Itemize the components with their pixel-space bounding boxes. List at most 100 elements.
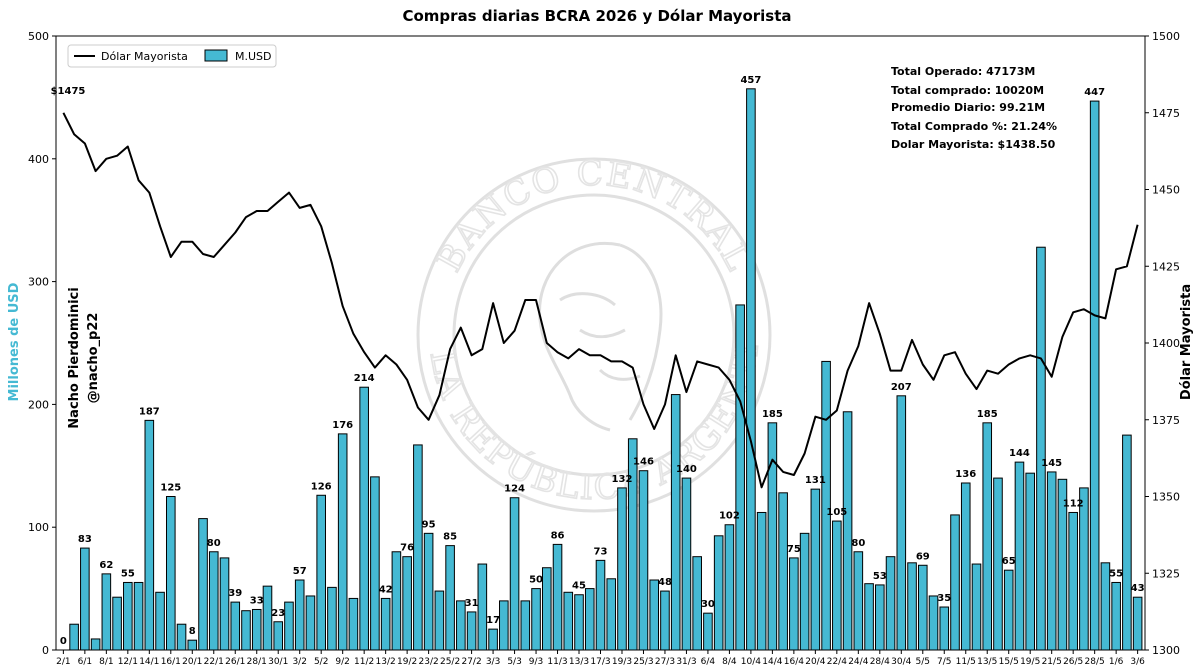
x-tick-label-48: 28/5: [1085, 657, 1105, 667]
x-tick-label-47: 26/5: [1063, 657, 1083, 667]
bar-label-34: 95: [422, 519, 436, 530]
x-tick-label-27: 25/3: [633, 657, 653, 667]
bar-77: [885, 556, 896, 651]
x-tick-label-30: 6/4: [701, 657, 716, 667]
stats-box: Total Operado: 47173M Total comprado: 10…: [891, 65, 1057, 151]
bar-label-94: 112: [1063, 498, 1084, 509]
bar-64: [746, 88, 756, 651]
author-name: Nacho Pierdominici: [67, 287, 82, 428]
bar-43: [520, 600, 531, 651]
bar-29: [370, 476, 380, 651]
bar-54: [638, 470, 649, 651]
bar-22: [294, 579, 305, 651]
bar-8: [144, 419, 155, 651]
bar-28: [359, 386, 369, 651]
author-handle: @nacho_p22: [86, 313, 101, 404]
bar-label-96: 447: [1084, 87, 1105, 98]
bar-13: [198, 518, 208, 651]
y-tick-label-left-3: 300: [28, 276, 49, 289]
bar-65: [756, 511, 767, 651]
stat-total-operado: Total Operado: 47173M: [891, 65, 1035, 78]
bar-label-38: 31: [465, 598, 479, 609]
x-tick-label-26: 19/3: [612, 657, 632, 667]
bar-66: [767, 422, 778, 651]
y-tick-label-right-8: 1500: [1152, 30, 1180, 43]
x-tick-label-5: 16/1: [161, 657, 181, 667]
bar-38: [466, 611, 477, 651]
bar-label-92: 145: [1041, 458, 1062, 469]
x-tick-label-0: 2/1: [56, 657, 70, 667]
x-tick-label-46: 21/5: [1042, 657, 1062, 667]
bar-40: [488, 628, 498, 651]
x-tick-label-43: 13/5: [977, 657, 997, 667]
bar-label-24: 126: [311, 481, 332, 492]
y-tick-label-right-4: 1400: [1152, 337, 1180, 350]
bar-89: [1014, 461, 1025, 651]
bar-7: [133, 581, 144, 651]
bar-label-42: 124: [504, 484, 525, 495]
legend-bar-swatch: [204, 49, 228, 62]
x-tick-label-33: 14/4: [762, 657, 782, 667]
x-tick-label-42: 11/5: [956, 657, 976, 667]
bar-93: [1057, 478, 1068, 651]
bar-72: [832, 520, 842, 651]
bar-63: [735, 304, 745, 651]
bar-label-48: 45: [572, 581, 586, 592]
bar-label-4: 62: [99, 560, 113, 571]
bar-label-60: 30: [701, 599, 715, 610]
bar-41: [499, 600, 509, 651]
x-tick-label-28: 27/3: [655, 657, 675, 667]
bar-49: [584, 588, 595, 651]
bar-61: [713, 535, 724, 651]
bar-87: [993, 477, 1003, 651]
chart-title: Compras diarias BCRA 2026 y Dólar Mayori…: [402, 7, 791, 25]
bar-46: [552, 543, 563, 651]
bar-57: [670, 394, 681, 651]
x-tick-label-40: 5/5: [916, 657, 930, 667]
x-tick-label-4: 14/1: [139, 657, 159, 667]
bar-50: [595, 559, 606, 651]
bar-label-76: 53: [873, 571, 887, 582]
bar-label-86: 185: [977, 409, 998, 420]
bar-71: [821, 360, 831, 651]
y-tick-label-right-3: 1375: [1152, 414, 1180, 427]
bar-label-100: 43: [1131, 583, 1145, 594]
watermark-inner-ring: [452, 193, 736, 477]
bar-70: [810, 488, 821, 651]
stat-total-comprado: Total comprado: 10020M: [891, 84, 1044, 97]
bar-34: [423, 532, 434, 651]
bar-3: [90, 638, 101, 651]
bar-label-36: 85: [443, 532, 457, 543]
bar-88: [1003, 569, 1014, 651]
y-tick-label-left-5: 500: [28, 30, 49, 43]
x-tick-label-44: 15/5: [999, 657, 1019, 667]
bar-78: [896, 395, 907, 651]
bar-23: [305, 595, 316, 651]
bar-32: [402, 556, 412, 651]
bar-25: [327, 586, 337, 651]
bar-74: [853, 551, 864, 651]
bar-68: [789, 557, 799, 651]
bar-4: [101, 573, 112, 651]
bar-label-80: 69: [916, 551, 930, 562]
x-tick-label-14: 11/2: [354, 657, 374, 667]
x-tick-label-15: 13/2: [376, 657, 396, 667]
bar-18: [251, 608, 262, 651]
x-tick-label-13: 9/2: [335, 657, 349, 667]
bar-58: [681, 477, 692, 651]
x-tick-label-12: 5/2: [314, 657, 328, 667]
bar-90: [1025, 472, 1035, 651]
x-tick-label-31: 8/4: [722, 657, 737, 667]
bar-label-28: 214: [354, 373, 375, 384]
bar-75: [864, 583, 874, 651]
x-tick-label-50: 3/6: [1130, 657, 1145, 667]
bar-label-18: 33: [250, 595, 264, 606]
bar-label-46: 86: [551, 530, 565, 541]
bar-16: [230, 601, 241, 651]
bar-99: [1122, 434, 1132, 651]
y-tick-label-left-1: 100: [28, 521, 49, 534]
bar-label-50: 73: [594, 546, 608, 557]
bar-94: [1068, 511, 1078, 651]
bar-62: [724, 524, 735, 651]
